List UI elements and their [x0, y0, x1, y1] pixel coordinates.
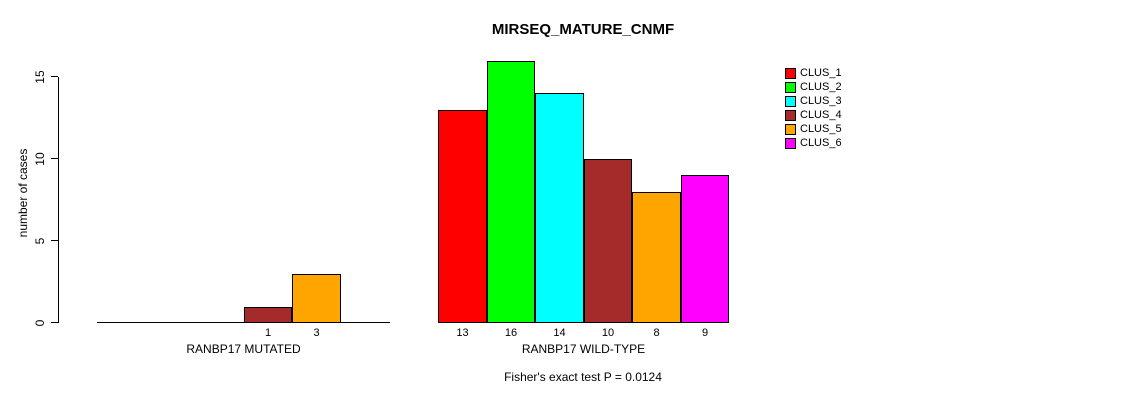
- legend-swatch-clus_1: [785, 67, 796, 79]
- legend-label: CLUS_2: [800, 80, 842, 93]
- legend-swatch-clus_4: [785, 109, 796, 121]
- bar-value-label: 13: [456, 327, 469, 339]
- y-tick-label: 0: [33, 319, 47, 327]
- y-tick-mark: [51, 76, 58, 77]
- legend-item-clus_6: CLUS_6: [785, 136, 842, 150]
- bar-clus_6-mutated: [341, 322, 390, 323]
- bar-clus_4-mutated: [244, 307, 292, 323]
- bar-clus_1-wild-type: [438, 110, 487, 323]
- y-tick-mark: [51, 240, 58, 241]
- legend-label: CLUS_3: [800, 94, 842, 107]
- legend-item-clus_5: CLUS_5: [785, 122, 842, 136]
- legend-item-clus_4: CLUS_4: [785, 108, 842, 122]
- bar-clus_4-wild-type: [584, 159, 632, 323]
- legend-label: CLUS_4: [800, 108, 842, 121]
- bar-clus_2-mutated: [146, 322, 195, 323]
- bar-value-label: 1: [264, 327, 272, 339]
- chart-title: MIRSEQ_MATURE_CNMF: [491, 21, 675, 38]
- legend-label: CLUS_5: [800, 122, 842, 135]
- y-tick-mark: [51, 322, 58, 323]
- y-tick-label: 15: [33, 70, 47, 84]
- y-tick-label: 10: [33, 152, 47, 166]
- bar-clus_5-mutated: [292, 274, 341, 323]
- bar-clus_1-mutated: [97, 322, 146, 323]
- y-axis-line: [58, 77, 59, 323]
- group-label-wild-type: RANBP17 WILD-TYPE: [521, 342, 646, 356]
- y-axis-label: number of cases: [16, 148, 30, 238]
- legend-item-clus_2: CLUS_2: [785, 80, 842, 94]
- bar-value-label: 16: [504, 327, 518, 339]
- bar-clus_3-mutated: [195, 322, 244, 323]
- bar-value-label: 9: [701, 327, 709, 339]
- bar-value-label: 3: [313, 327, 320, 339]
- legend-label: CLUS_6: [800, 136, 842, 149]
- bar-value-label: 8: [653, 327, 660, 339]
- bar-clus_3-wild-type: [535, 93, 584, 323]
- y-tick-mark: [51, 158, 58, 159]
- legend: CLUS_1 CLUS_2 CLUS_3 CLUS_4 CLUS_5 CLUS_6: [785, 66, 842, 150]
- y-tick-label: 5: [33, 237, 47, 245]
- fisher-test-annotation: Fisher's exact test P = 0.0124: [504, 370, 662, 384]
- legend-item-clus_1: CLUS_1: [785, 66, 842, 80]
- legend-swatch-clus_2: [785, 81, 796, 93]
- bar-value-label: 14: [553, 327, 566, 339]
- legend-swatch-clus_5: [785, 123, 796, 135]
- bar-clus_2-wild-type: [487, 61, 535, 323]
- legend-swatch-clus_3: [785, 95, 796, 107]
- legend-label: CLUS_1: [800, 66, 842, 79]
- group-label-mutated: RANBP17 MUTATED: [186, 342, 301, 356]
- legend-item-clus_3: CLUS_3: [785, 94, 842, 108]
- bar-value-label: 10: [601, 327, 615, 339]
- bar-clus_5-wild-type: [632, 192, 681, 323]
- bar-clus_6-wild-type: [681, 175, 729, 323]
- legend-swatch-clus_6: [785, 137, 796, 149]
